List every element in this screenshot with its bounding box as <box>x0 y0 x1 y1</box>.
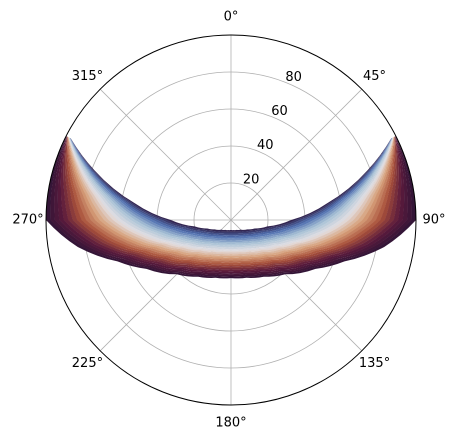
theta-tick-label: 180° <box>215 416 246 431</box>
r-tick-label: 20 <box>243 172 260 187</box>
r-tick-label: 60 <box>271 104 288 119</box>
grid-spoke <box>99 88 232 221</box>
theta-tick-label: 270° <box>12 213 43 228</box>
theta-tick-label: 135° <box>359 356 390 371</box>
theta-tick-label: 90° <box>422 213 445 228</box>
theta-tick-label: 225° <box>72 356 103 371</box>
grid-spoke <box>230 88 363 221</box>
theta-tick-label: 315° <box>72 69 103 84</box>
theta-tick-label: 0° <box>224 10 239 25</box>
polar-spine <box>45 34 417 406</box>
theta-tick-label: 45° <box>363 69 386 84</box>
r-tick-label: 40 <box>257 138 274 153</box>
r-tick-label: 80 <box>285 70 302 85</box>
